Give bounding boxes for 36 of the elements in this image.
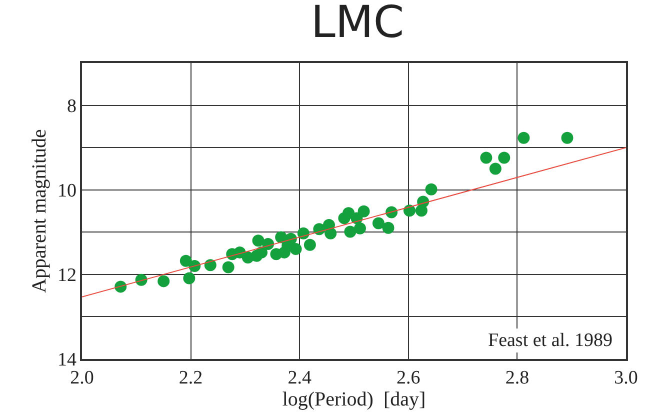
y-axis-title: Apparent magnitude	[28, 128, 50, 293]
point	[372, 217, 384, 230]
point	[480, 152, 492, 164]
point	[297, 227, 310, 240]
point	[403, 204, 416, 217]
annotation: Feast et al. 1989	[488, 330, 613, 351]
x-tick-label: 2.2	[178, 368, 203, 389]
point	[358, 205, 370, 218]
point	[425, 183, 438, 196]
x-tick-label: 3.0	[614, 368, 638, 389]
point	[304, 238, 316, 251]
point	[183, 272, 196, 284]
point	[290, 243, 302, 256]
point	[252, 234, 264, 247]
point	[561, 132, 574, 144]
point	[342, 207, 355, 220]
x-tick-label: 2.6	[396, 368, 420, 389]
point	[382, 222, 394, 234]
y-tick-label: 10	[57, 180, 76, 202]
y-tick-label: 12	[57, 265, 76, 286]
point	[489, 162, 502, 175]
x-tick-label: 2.4	[288, 368, 312, 389]
point	[354, 222, 366, 234]
chart-title: LMC	[310, 0, 404, 48]
point	[256, 246, 268, 258]
point	[498, 152, 510, 164]
x-axis-title: log(Period) [day]	[282, 388, 426, 411]
point	[222, 261, 234, 274]
point	[324, 227, 337, 240]
point	[180, 254, 192, 267]
point	[344, 226, 356, 238]
y-tick-label: 8	[66, 96, 76, 117]
point	[518, 132, 530, 144]
x-tick-label: 2.8	[505, 368, 530, 389]
point	[204, 259, 216, 272]
point	[158, 275, 170, 288]
